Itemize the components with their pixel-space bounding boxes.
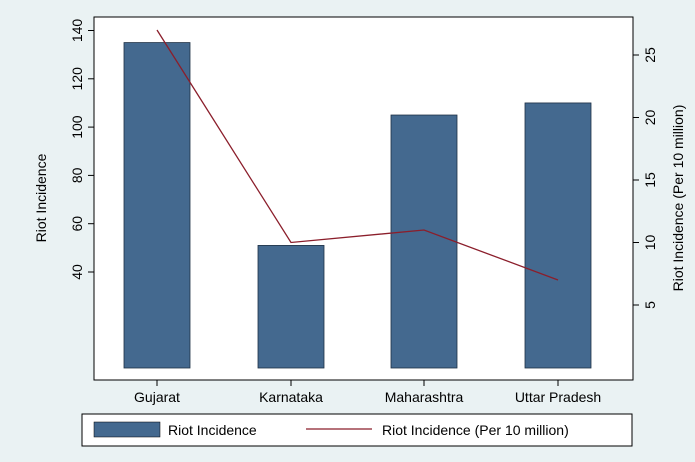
right-tick-label-25: 25 — [642, 47, 658, 63]
legend-label-bar: Riot Incidence — [168, 422, 257, 438]
bar-maharashtra — [390, 114, 458, 369]
line-layer — [156, 29, 559, 281]
left-tick-label-60: 60 — [69, 216, 85, 232]
left-tick-label-80: 80 — [69, 167, 85, 183]
right-tick-label-10: 10 — [642, 235, 658, 251]
legend-swatch-bar — [93, 421, 161, 438]
x-tick-label-gujarat: Gujarat — [134, 389, 180, 405]
left-axis: 40 60 80 100 120 140 — [69, 19, 94, 280]
x-tick-label-maharashtra: Maharashtra — [385, 389, 464, 405]
right-tick-label-15: 15 — [642, 172, 658, 188]
left-tick-label-140: 140 — [69, 19, 85, 43]
y2-axis-title: Riot Incidence (Per 10 million) — [670, 105, 686, 292]
bar-karnataka — [257, 245, 325, 369]
legend-box — [81, 413, 633, 447]
bars-layer — [123, 42, 592, 369]
left-tick-label-40: 40 — [69, 264, 85, 280]
bar-uttar-pradesh — [524, 102, 592, 369]
legend-label-line: Riot Incidence (Per 10 million) — [382, 422, 569, 438]
x-axis: Gujarat Karnataka Maharashtra Uttar Pradesh — [134, 380, 601, 405]
bar-gujarat — [123, 42, 191, 369]
right-tick-label-5: 5 — [642, 301, 658, 309]
right-axis: 5 10 15 20 25 — [633, 47, 658, 309]
x-tick-label-uttar-pradesh: Uttar Pradesh — [515, 389, 601, 405]
y-axis-title: Riot Incidence — [33, 153, 49, 242]
x-tick-label-karnataka: Karnataka — [259, 389, 323, 405]
right-tick-label-20: 20 — [642, 110, 658, 126]
legend: Riot Incidence Riot Incidence (Per 10 mi… — [81, 413, 633, 447]
left-tick-label-100: 100 — [69, 115, 85, 139]
line-series-per-10-million — [156, 29, 559, 281]
left-tick-label-120: 120 — [69, 67, 85, 91]
